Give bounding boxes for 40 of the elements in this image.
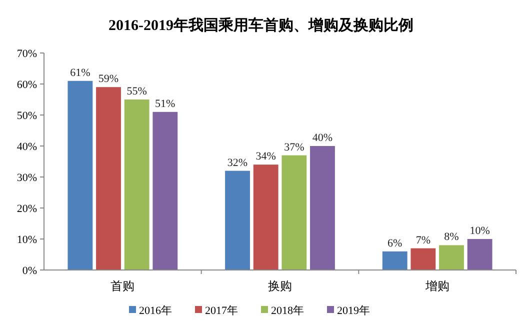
data-label: 7% bbox=[416, 234, 431, 246]
bar bbox=[152, 112, 178, 270]
y-tick-label: 60% bbox=[16, 78, 37, 91]
bar bbox=[282, 155, 307, 270]
bar bbox=[68, 80, 93, 270]
y-tick-label: 70% bbox=[16, 48, 37, 60]
bar bbox=[410, 248, 436, 270]
data-label: 51% bbox=[155, 98, 176, 110]
data-label: 40% bbox=[312, 132, 333, 144]
data-label: 59% bbox=[98, 73, 119, 86]
bar bbox=[253, 164, 278, 270]
bar bbox=[439, 245, 464, 270]
bar bbox=[382, 251, 408, 270]
data-label: 6% bbox=[388, 237, 402, 250]
bar bbox=[96, 87, 121, 270]
y-tick-label: 40% bbox=[16, 140, 37, 153]
legend-label: 2017年 bbox=[205, 305, 238, 317]
data-label: 8% bbox=[444, 231, 459, 244]
chart-title: 2016-2019年我国乘用车首购、增购及换购比例 bbox=[108, 16, 414, 34]
x-tick-label: 换购 bbox=[268, 279, 292, 293]
legend-label: 2016年 bbox=[139, 305, 172, 317]
bar bbox=[124, 100, 150, 270]
data-label: 34% bbox=[256, 150, 276, 163]
data-label: 10% bbox=[470, 225, 490, 237]
y-tick-label: 50% bbox=[16, 110, 37, 122]
data-label: 55% bbox=[126, 86, 147, 98]
y-tick-label: 0% bbox=[22, 264, 37, 277]
x-tick-label: 首购 bbox=[110, 279, 135, 293]
y-tick-label: 10% bbox=[16, 234, 37, 246]
bar bbox=[225, 170, 250, 270]
y-tick-label: 20% bbox=[16, 202, 37, 215]
data-label: 61% bbox=[70, 66, 90, 79]
legend-label: 2018年 bbox=[271, 305, 304, 317]
y-tick-label: 30% bbox=[16, 172, 37, 184]
legend-label: 2019年 bbox=[337, 305, 370, 317]
data-label: 32% bbox=[227, 156, 248, 169]
data-label: 37% bbox=[284, 141, 304, 154]
bar bbox=[467, 239, 492, 270]
x-tick-label: 增购 bbox=[424, 279, 450, 293]
bar bbox=[310, 146, 335, 270]
